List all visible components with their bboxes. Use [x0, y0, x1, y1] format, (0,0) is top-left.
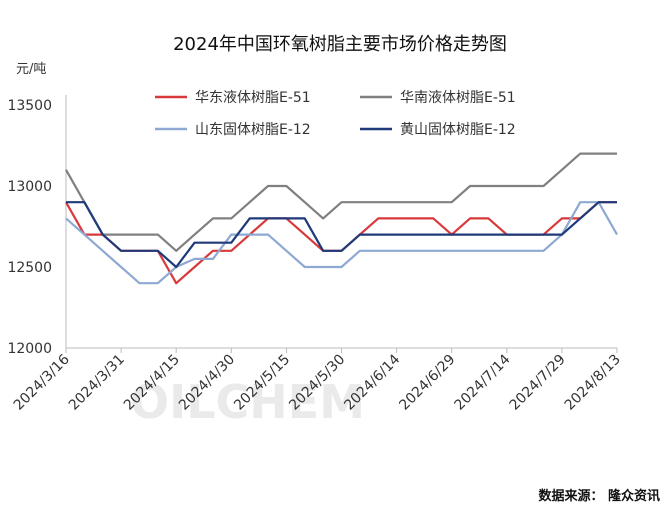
- y-tick-label: 13000: [7, 179, 52, 195]
- legend-label: 华南液体树脂E-51: [400, 90, 516, 106]
- watermark: OILCHEM: [130, 375, 365, 429]
- source: 数据来源： 隆众资讯: [538, 488, 660, 504]
- series-line: [65, 152, 617, 252]
- x-tick-label: 2024/7/29: [507, 352, 569, 414]
- series-line: [65, 201, 618, 285]
- y-axis-label: 元/吨: [16, 62, 46, 77]
- x-tick-label: 2024/7/14: [452, 351, 514, 413]
- series-line: [66, 201, 617, 269]
- y-tick-label: 12500: [7, 260, 52, 276]
- series-line: [65, 201, 617, 285]
- x-tick-label: 2024/8/13: [562, 352, 624, 414]
- x-tick-label: 2024/6/29: [396, 352, 458, 414]
- y-tick-label: 12000: [7, 341, 52, 357]
- y-tick-label: 13500: [7, 98, 52, 114]
- legend-label: 山东固体树脂E-12: [195, 122, 311, 138]
- x-tick-label: 2024/3/16: [11, 351, 73, 413]
- chart-title: 2024年中国环氧树脂主要市场价格走势图: [173, 34, 507, 55]
- x-tick-label: 2024/3/31: [66, 352, 128, 414]
- legend-label: 黄山固体树脂E-12: [400, 121, 516, 138]
- legend-label: 华东液体树脂E-51: [195, 90, 311, 106]
